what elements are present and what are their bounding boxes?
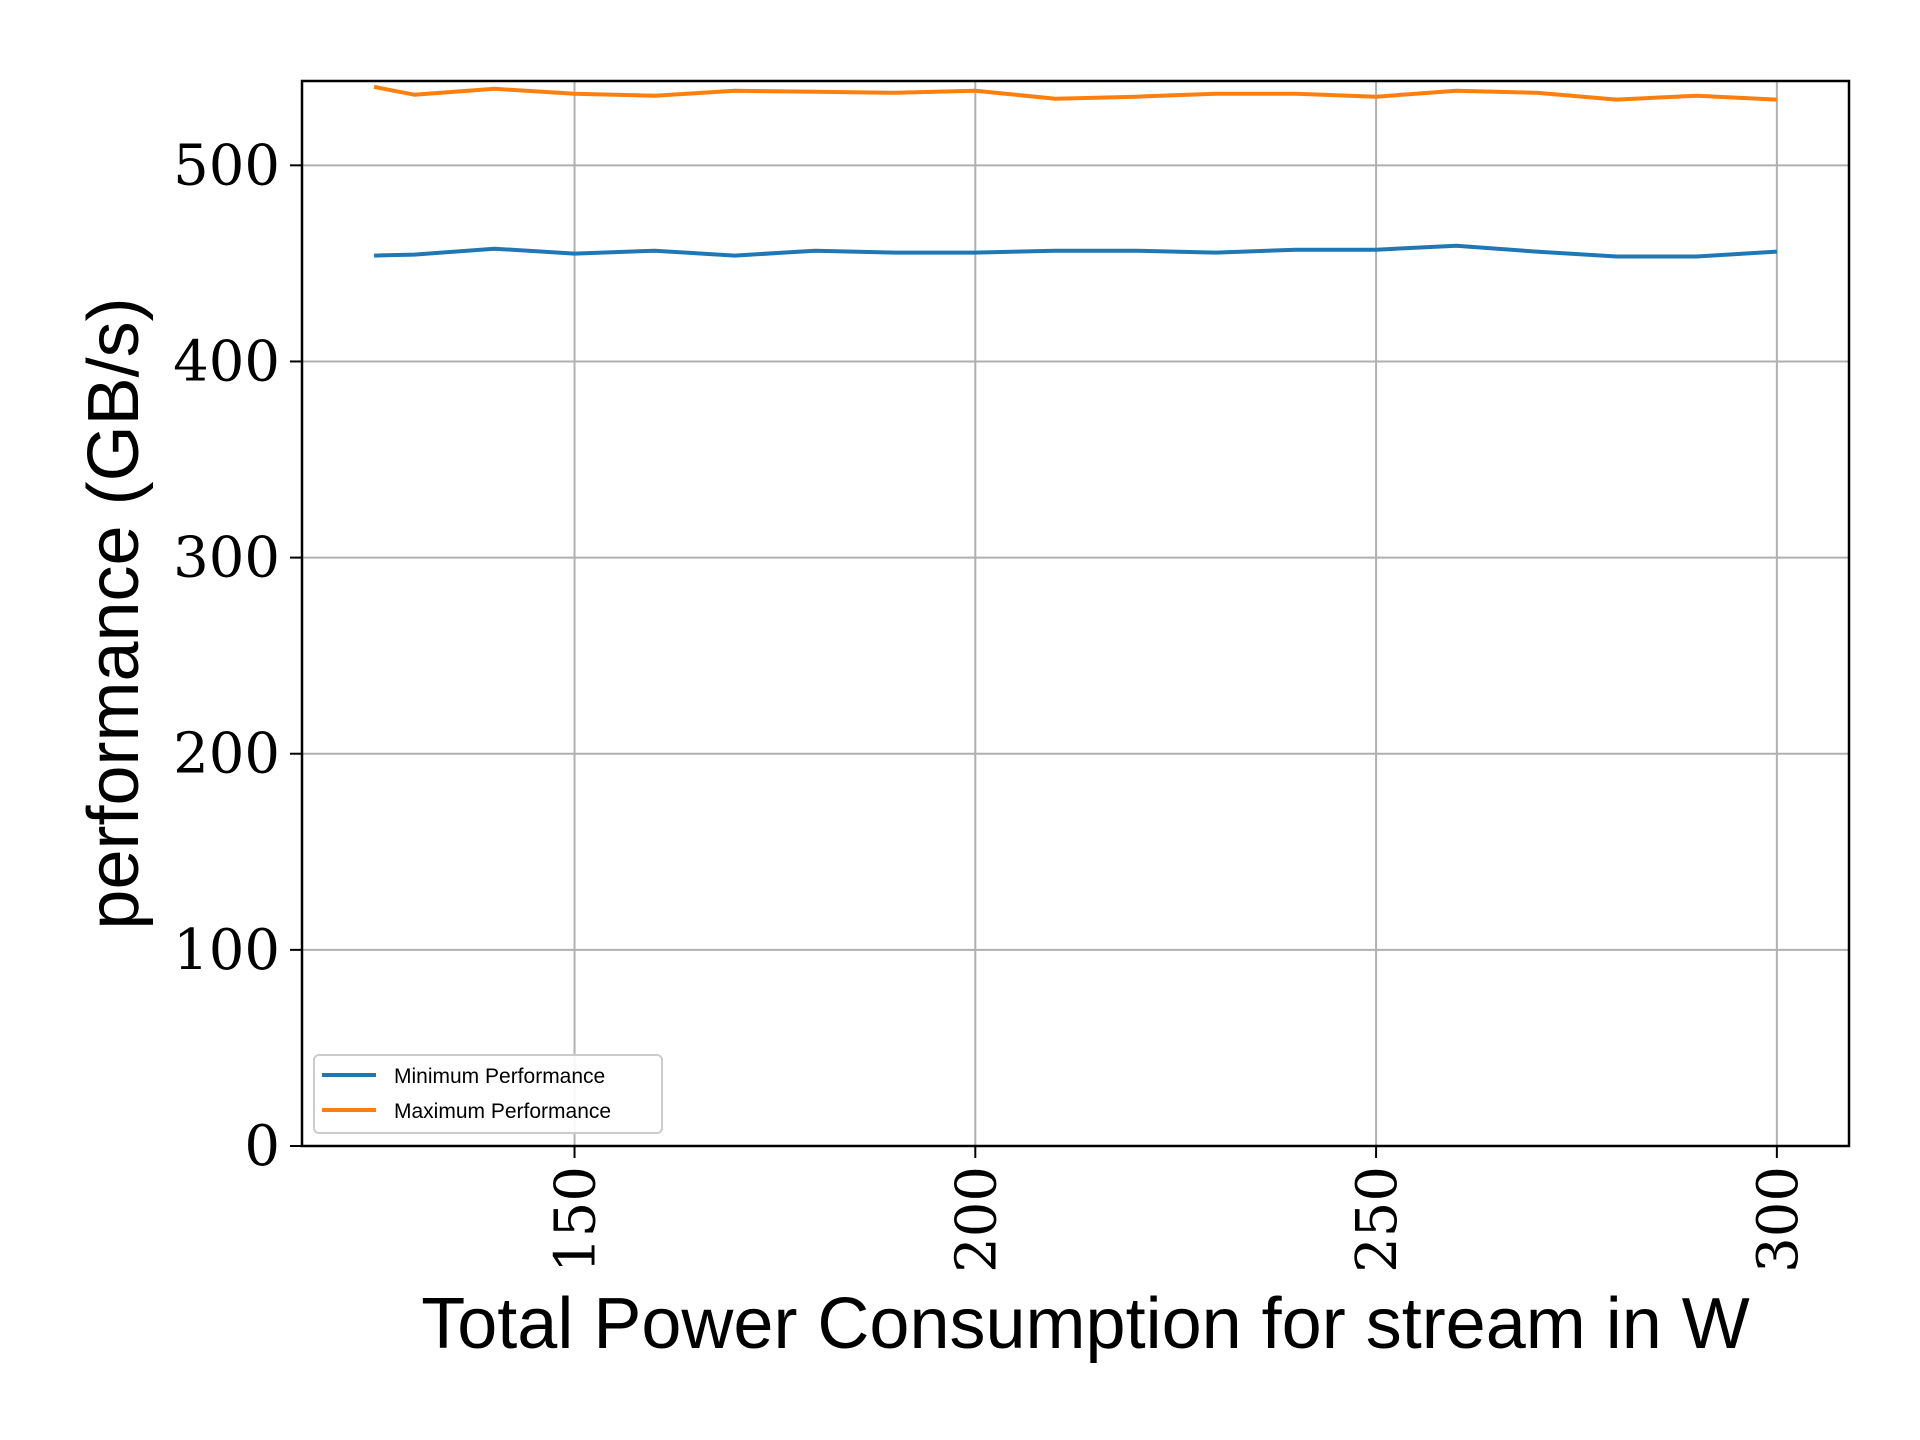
plot-frame xyxy=(300,79,1851,1148)
y-tick-label: 300 xyxy=(173,526,280,591)
y-tick-label: 500 xyxy=(173,133,280,198)
ticks: 150 200 250 300 0 100 200 300 400 500 xyxy=(173,133,1811,1273)
y-tick-label: 100 xyxy=(173,918,280,983)
y-tick-label: 200 xyxy=(173,722,280,787)
y-axis-label: performance (GB/s) xyxy=(74,297,154,929)
y-tick-label: 0 xyxy=(244,1114,280,1179)
x-tick-label: 200 xyxy=(944,1166,1009,1273)
series-layer xyxy=(373,84,1778,259)
legend-label: Maximum Performance xyxy=(394,1100,611,1123)
x-tick-label: 300 xyxy=(1746,1166,1811,1273)
legend-label: Minimum Performance xyxy=(394,1065,605,1088)
series-line-minimum-performance xyxy=(374,243,1778,259)
series-line-maximum-performance xyxy=(373,84,1777,102)
legend: Minimum Performance Maximum Performance xyxy=(313,1054,663,1134)
x-tick-label: 150 xyxy=(544,1166,609,1273)
x-tick-label: 250 xyxy=(1345,1166,1410,1273)
grid xyxy=(302,81,1849,1147)
legend-box xyxy=(313,1054,663,1134)
y-tick-label: 400 xyxy=(173,329,280,394)
x-axis-label: Total Power Consumption for stream in W xyxy=(421,1284,1750,1364)
